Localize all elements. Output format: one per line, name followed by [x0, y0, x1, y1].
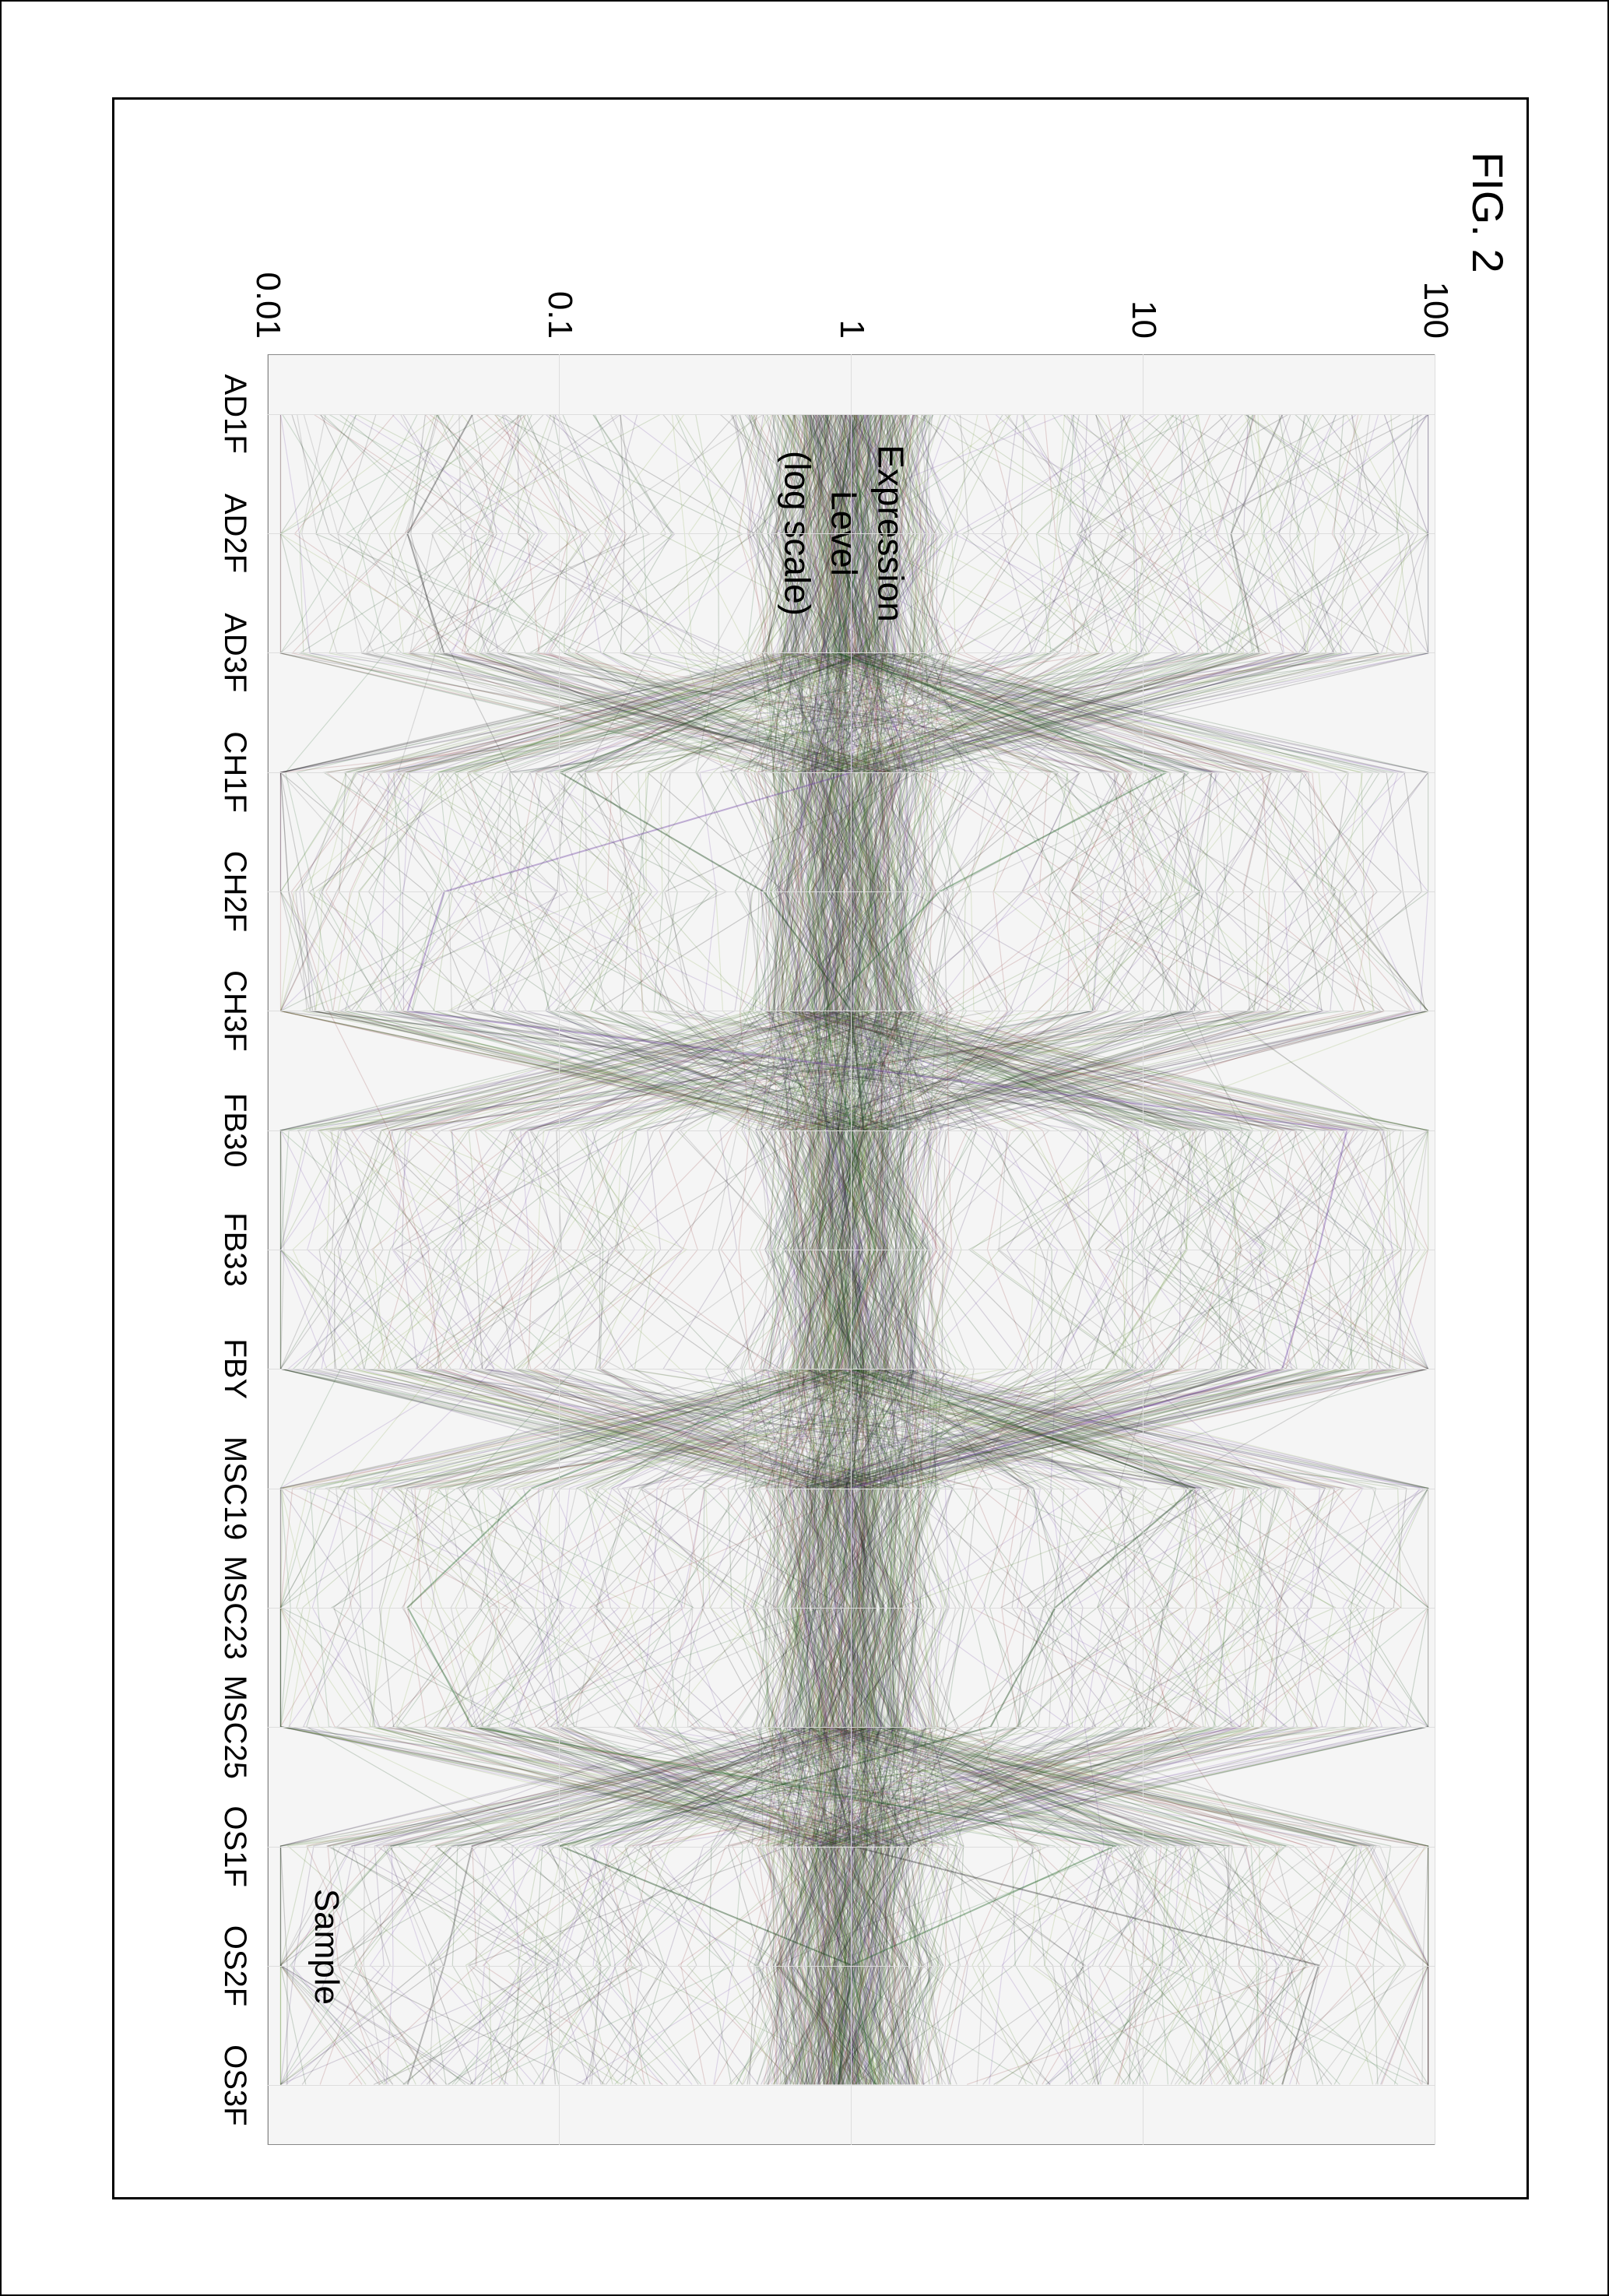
x-tick-label: FBY [217, 1338, 252, 1399]
x-tick-label: MSC19 [217, 1436, 252, 1539]
x-tick-label: CH1F [217, 731, 252, 812]
gridline-v [268, 1727, 1435, 1728]
gridline-v [268, 2085, 1435, 2086]
x-tick-label: FB33 [217, 1212, 252, 1287]
gridline-v [268, 652, 1435, 653]
gridline-v [268, 1608, 1435, 1609]
y-tick-label: 0.01 [248, 230, 287, 339]
gridline-v [268, 1488, 1435, 1489]
x-tick-label: OS3F [217, 2045, 252, 2125]
x-tick-label: AD1F [217, 374, 252, 453]
x-axis-title: Sample [307, 354, 346, 2145]
x-tick-label: MSC25 [217, 1675, 252, 1778]
page: FIG. 2 Expression Level(log scale) 10010… [0, 0, 1609, 2296]
figure-title: FIG. 2 [1463, 152, 1513, 273]
x-tick-label: OS1F [217, 1806, 252, 1886]
x-tick-label: FB30 [217, 1092, 252, 1167]
gridline-v [268, 1846, 1435, 1847]
x-tick-label: MSC23 [217, 1556, 252, 1659]
rotated-figure: FIG. 2 Expression Level(log scale) 10010… [65, 58, 1544, 2238]
x-tick-label: AD3F [217, 613, 252, 692]
gridline-v [268, 533, 1435, 534]
gridline-v [268, 1369, 1435, 1370]
gridline-v [268, 891, 1435, 892]
x-tick-label: AD2F [217, 493, 252, 572]
y-tick-label: 10 [1124, 230, 1163, 339]
gridline-v [268, 1966, 1435, 1967]
chart-container: Expression Level(log scale) 1001010.10.0… [268, 354, 1435, 2145]
x-tick-label: CH2F [217, 850, 252, 931]
y-tick-label: 1 [832, 230, 871, 339]
gridline-v [268, 413, 1435, 414]
x-tick-label: CH3F [217, 970, 252, 1051]
y-tick-label: 0.1 [540, 230, 579, 339]
y-tick-label: 100 [1416, 230, 1455, 339]
x-tick-label: OS2F [217, 1925, 252, 2006]
